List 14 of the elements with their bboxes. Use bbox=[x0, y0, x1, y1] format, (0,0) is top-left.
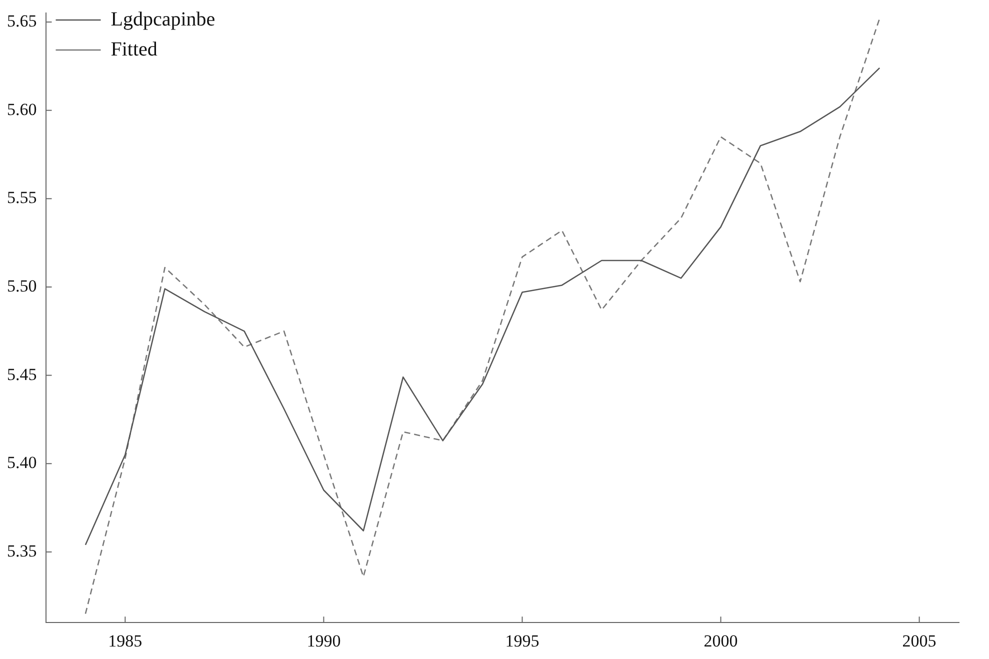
x-tick-label: 2005 bbox=[902, 631, 936, 650]
legend-label: Lgdpcapinbe bbox=[110, 8, 216, 30]
y-tick-label: 5.50 bbox=[7, 276, 37, 296]
x-tick-label: 1990 bbox=[306, 631, 341, 650]
x-tick-label: 1995 bbox=[505, 631, 540, 650]
y-tick-label: 5.55 bbox=[7, 188, 37, 208]
y-tick-label: 5.45 bbox=[7, 364, 37, 384]
y-tick-label: 5.40 bbox=[7, 453, 37, 472]
x-tick-label: 2000 bbox=[704, 631, 738, 650]
y-tick-label: 5.60 bbox=[7, 100, 37, 119]
y-tick-label: 5.65 bbox=[7, 12, 37, 30]
legend-label: Fitted bbox=[110, 38, 158, 60]
y-tick-label: 5.35 bbox=[7, 541, 37, 560]
x-tick-label: 1985 bbox=[108, 631, 142, 650]
